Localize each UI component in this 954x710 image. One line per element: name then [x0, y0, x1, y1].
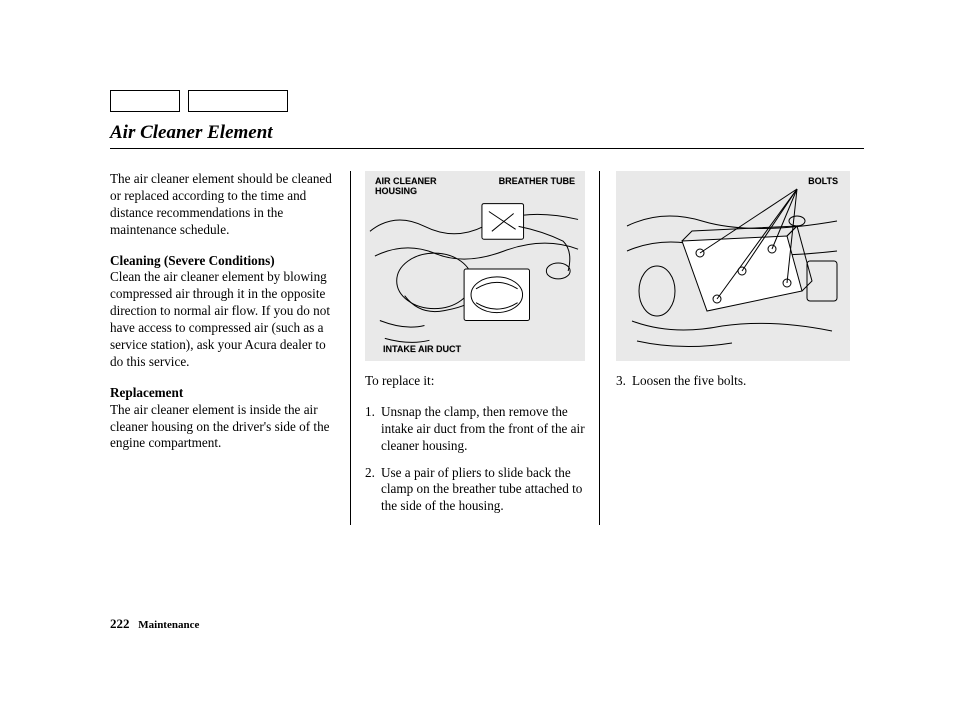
label-bolts: BOLTS: [808, 177, 838, 187]
step-1: 1. Unsnap the clamp, then remove the int…: [365, 404, 585, 455]
replacement-heading: Replacement: [110, 385, 183, 400]
content-columns: The air cleaner element should be cleane…: [110, 171, 864, 525]
replacement-section: Replacement The air cleaner element is i…: [110, 385, 334, 453]
column-1: The air cleaner element should be cleane…: [110, 171, 350, 525]
label-air-cleaner-housing: AIR CLEANER HOUSING: [375, 177, 437, 197]
step-3: 3. Loosen the five bolts.: [616, 373, 850, 390]
step-3-text: Loosen the five bolts.: [632, 373, 850, 390]
column-2: AIR CLEANER HOUSING BREATHER TUBE INTAKE…: [350, 171, 600, 525]
page-footer: 222 Maintenance: [110, 616, 199, 632]
label-breather-tube: BREATHER TUBE: [499, 177, 575, 187]
label-intake-air-duct: INTAKE AIR DUCT: [383, 345, 461, 355]
replace-lead: To replace it:: [365, 373, 585, 390]
page-number: 222: [110, 616, 130, 631]
diagram-2-svg: [616, 171, 850, 361]
step-3-number: 3.: [616, 373, 632, 390]
cleaning-heading: Cleaning (Severe Conditions): [110, 253, 275, 268]
figure-air-cleaner-housing: AIR CLEANER HOUSING BREATHER TUBE INTAKE…: [365, 171, 585, 361]
cleaning-section: Cleaning (Severe Conditions) Clean the a…: [110, 253, 334, 371]
figure-bolts: BOLTS: [616, 171, 850, 361]
section-name: Maintenance: [138, 619, 199, 631]
replacement-body: The air cleaner element is inside the ai…: [110, 402, 330, 451]
intro-paragraph: The air cleaner element should be cleane…: [110, 171, 334, 239]
header-placeholder-boxes: [110, 90, 864, 112]
page-title: Air Cleaner Element: [110, 122, 864, 144]
diagram-1-svg: [365, 171, 585, 361]
column-3: BOLTS 3. Loosen the five bolts.: [600, 171, 850, 525]
step-2-text: Use a pair of pliers to slide back the c…: [381, 465, 585, 516]
step-2: 2. Use a pair of pliers to slide back th…: [365, 465, 585, 516]
header-box-2: [188, 90, 288, 112]
step-1-number: 1.: [365, 404, 381, 455]
title-rule: [110, 148, 864, 149]
header-box-1: [110, 90, 180, 112]
step-2-number: 2.: [365, 465, 381, 516]
step-1-text: Unsnap the clamp, then remove the intake…: [381, 404, 585, 455]
cleaning-body: Clean the air cleaner element by blowing…: [110, 269, 330, 368]
